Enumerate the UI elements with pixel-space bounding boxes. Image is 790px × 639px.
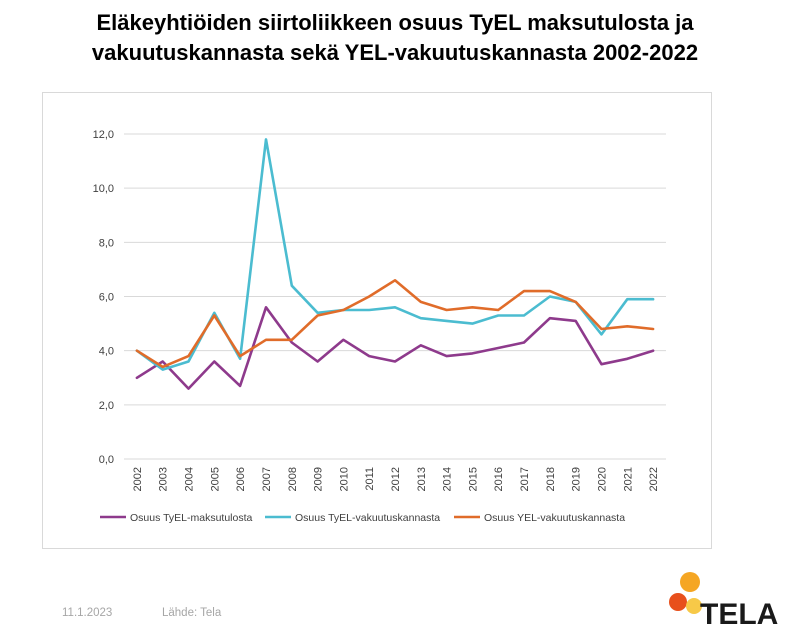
y-tick-label: 0,0: [99, 454, 114, 466]
chart-title-line-2: vakuutuskannasta sekä YEL-vakuutuskannas…: [91, 40, 699, 65]
y-tick-label: 2,0: [99, 400, 114, 412]
y-tick-label: 6,0: [99, 292, 114, 304]
x-tick-label: 2011: [364, 467, 376, 491]
series-line-2: [135, 138, 655, 371]
x-tick-label: 2020: [596, 467, 608, 491]
chart-title-line-1: Eläkeyhtiöiden siirtoliikkeen osuus TyEL…: [96, 10, 694, 35]
logo-circle-red: [669, 593, 687, 611]
logo-circle-orange: [680, 572, 700, 592]
legend-label: Osuus TyEL-vakuutuskannasta: [295, 512, 440, 524]
logo-circle-yellow: [686, 598, 702, 614]
x-tick-label: 2021: [622, 467, 634, 491]
x-tick-label: 2009: [313, 467, 325, 491]
series-line-3: [135, 279, 655, 369]
tela-logo: TELA: [669, 572, 778, 631]
line-chart: 0,0 2,0 4,0 6,0 8,0 10,0 12,0 2002 2003 2004 2005 2…: [93, 129, 666, 524]
x-tick-label: 2017: [519, 467, 531, 491]
x-tick-label: 2006: [235, 467, 247, 491]
chart-title: Eläkeyhtiöiden siirtoliikkeen osuus TyEL…: [20, 8, 770, 68]
x-tick-label: 2014: [442, 467, 454, 491]
x-tick-label: 2012: [390, 467, 402, 491]
x-tick-label: 2019: [571, 467, 583, 491]
footer-date: 11.1.2023: [62, 607, 113, 619]
chart-area: 0,0 2,0 4,0 6,0 8,0 10,0 12,0 2002 2003 2004 2005 2…: [42, 92, 712, 549]
logo-text: TELA: [700, 598, 778, 631]
x-tick-label: 2015: [467, 467, 479, 491]
x-tick-label: 2007: [261, 467, 273, 491]
y-tick-label: 8,0: [99, 237, 114, 249]
y-tick-label: 4,0: [99, 346, 114, 358]
y-tick-label: 12,0: [93, 129, 114, 141]
footer-source: Lähde: Tela: [162, 607, 222, 619]
x-tick-label: 2018: [545, 467, 557, 491]
x-tick-label: 2003: [158, 467, 170, 491]
y-tick-label: 10,0: [93, 183, 114, 195]
legend-label: Osuus YEL-vakuutuskannasta: [484, 512, 625, 524]
legend-label: Osuus TyEL-maksutulosta: [130, 512, 253, 524]
series-line-1: [135, 306, 655, 390]
x-tick-label: 2010: [338, 467, 350, 491]
x-tick-label: 2016: [493, 467, 505, 491]
x-tick-label: 2005: [209, 467, 221, 491]
x-tick-label: 2022: [648, 467, 660, 491]
x-tick-label: 2004: [184, 467, 196, 491]
x-tick-label: 2002: [132, 467, 144, 491]
x-tick-label: 2008: [287, 467, 299, 491]
x-tick-label: 2013: [416, 467, 428, 491]
